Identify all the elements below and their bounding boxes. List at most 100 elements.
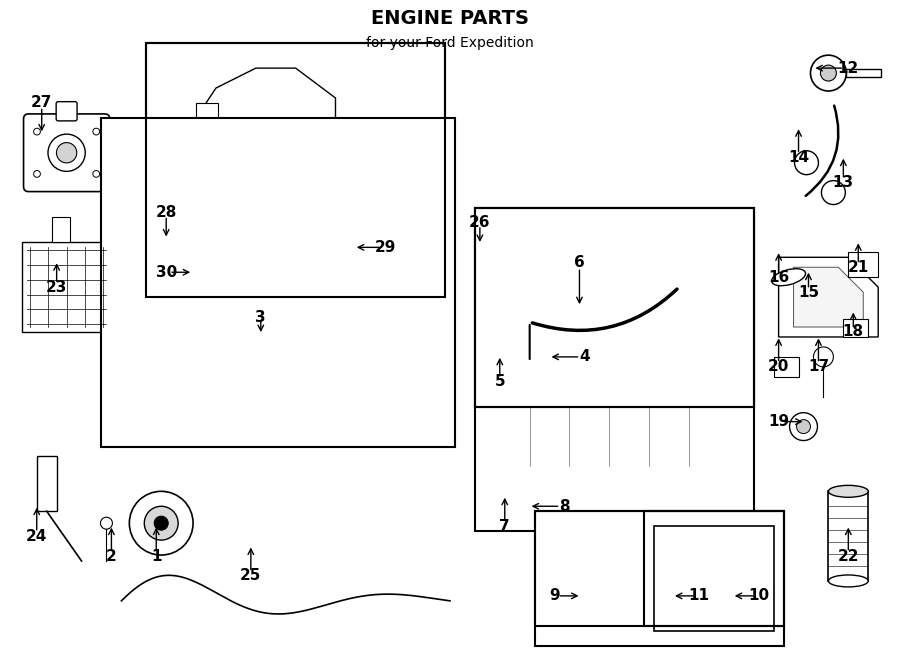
Circle shape — [722, 579, 736, 593]
Circle shape — [524, 356, 536, 368]
Polygon shape — [778, 258, 878, 337]
Circle shape — [163, 289, 219, 345]
Text: 3: 3 — [256, 310, 266, 324]
Text: for your Ford Expedition: for your Ford Expedition — [366, 36, 534, 50]
Bar — [644, 511, 784, 626]
Bar — [37, 457, 57, 511]
Text: 15: 15 — [798, 285, 819, 300]
Ellipse shape — [316, 221, 346, 234]
Text: 17: 17 — [808, 359, 829, 374]
Circle shape — [664, 272, 694, 302]
Ellipse shape — [306, 216, 356, 238]
Text: 2: 2 — [106, 549, 117, 563]
Circle shape — [93, 128, 100, 135]
Polygon shape — [794, 267, 863, 327]
Bar — [535, 511, 784, 645]
Polygon shape — [560, 533, 729, 548]
Circle shape — [518, 310, 542, 334]
Ellipse shape — [828, 485, 868, 497]
Polygon shape — [719, 332, 749, 471]
Circle shape — [33, 171, 40, 177]
Ellipse shape — [337, 268, 365, 286]
Text: 30: 30 — [156, 265, 176, 280]
Circle shape — [33, 128, 40, 135]
Bar — [774, 357, 798, 377]
Polygon shape — [196, 68, 336, 177]
Bar — [500, 352, 719, 471]
Circle shape — [811, 55, 846, 91]
Bar — [475, 207, 753, 531]
Text: 4: 4 — [579, 350, 590, 364]
Circle shape — [536, 356, 547, 368]
Text: 27: 27 — [31, 95, 52, 111]
Polygon shape — [116, 167, 365, 416]
Ellipse shape — [226, 221, 256, 234]
Text: 24: 24 — [26, 529, 48, 544]
Circle shape — [154, 516, 168, 530]
Ellipse shape — [216, 216, 266, 238]
Bar — [475, 207, 753, 406]
Text: 22: 22 — [838, 549, 860, 563]
Bar — [147, 43, 445, 297]
Text: 13: 13 — [832, 175, 854, 190]
Ellipse shape — [337, 328, 365, 346]
Circle shape — [140, 265, 243, 369]
Bar — [475, 207, 753, 406]
Circle shape — [671, 279, 687, 295]
Ellipse shape — [398, 344, 423, 369]
Bar — [196, 103, 218, 153]
Text: 29: 29 — [374, 240, 396, 255]
Text: 10: 10 — [748, 589, 770, 603]
Ellipse shape — [376, 313, 394, 331]
Circle shape — [101, 517, 112, 529]
Circle shape — [93, 171, 100, 177]
Text: 1: 1 — [151, 549, 161, 563]
Bar — [654, 526, 774, 631]
Bar — [846, 69, 881, 77]
Ellipse shape — [828, 575, 868, 587]
Text: 16: 16 — [768, 269, 789, 285]
Circle shape — [179, 305, 203, 329]
Circle shape — [524, 316, 536, 328]
Bar — [828, 491, 868, 581]
Circle shape — [173, 389, 209, 424]
Circle shape — [57, 142, 76, 163]
Text: 7: 7 — [500, 519, 510, 534]
FancyBboxPatch shape — [56, 102, 77, 121]
Circle shape — [796, 420, 811, 434]
Ellipse shape — [370, 307, 400, 337]
Bar — [102, 118, 455, 446]
Text: 8: 8 — [559, 498, 570, 514]
Bar — [147, 43, 445, 297]
Text: 5: 5 — [494, 374, 505, 389]
Ellipse shape — [402, 350, 418, 364]
Text: 14: 14 — [788, 150, 809, 166]
Text: ENGINE PARTS: ENGINE PARTS — [371, 9, 529, 28]
Bar — [22, 242, 112, 332]
Circle shape — [254, 240, 338, 324]
Text: 19: 19 — [768, 414, 789, 429]
Circle shape — [687, 574, 711, 598]
Circle shape — [144, 506, 178, 540]
Text: 21: 21 — [848, 260, 868, 275]
Circle shape — [515, 457, 535, 477]
Text: 26: 26 — [469, 215, 491, 230]
Circle shape — [822, 181, 845, 205]
Text: 23: 23 — [46, 279, 68, 295]
Circle shape — [48, 134, 86, 171]
Bar — [535, 511, 784, 626]
Bar — [51, 218, 69, 242]
Polygon shape — [709, 533, 729, 618]
Text: 20: 20 — [768, 359, 789, 374]
Circle shape — [681, 459, 697, 475]
FancyBboxPatch shape — [23, 114, 110, 191]
Text: 11: 11 — [688, 589, 709, 603]
Circle shape — [130, 491, 194, 555]
Circle shape — [274, 260, 318, 304]
Circle shape — [693, 580, 705, 592]
Bar — [843, 319, 868, 337]
Circle shape — [795, 151, 818, 175]
Text: 25: 25 — [240, 569, 262, 583]
Circle shape — [516, 293, 534, 311]
Polygon shape — [500, 332, 749, 352]
